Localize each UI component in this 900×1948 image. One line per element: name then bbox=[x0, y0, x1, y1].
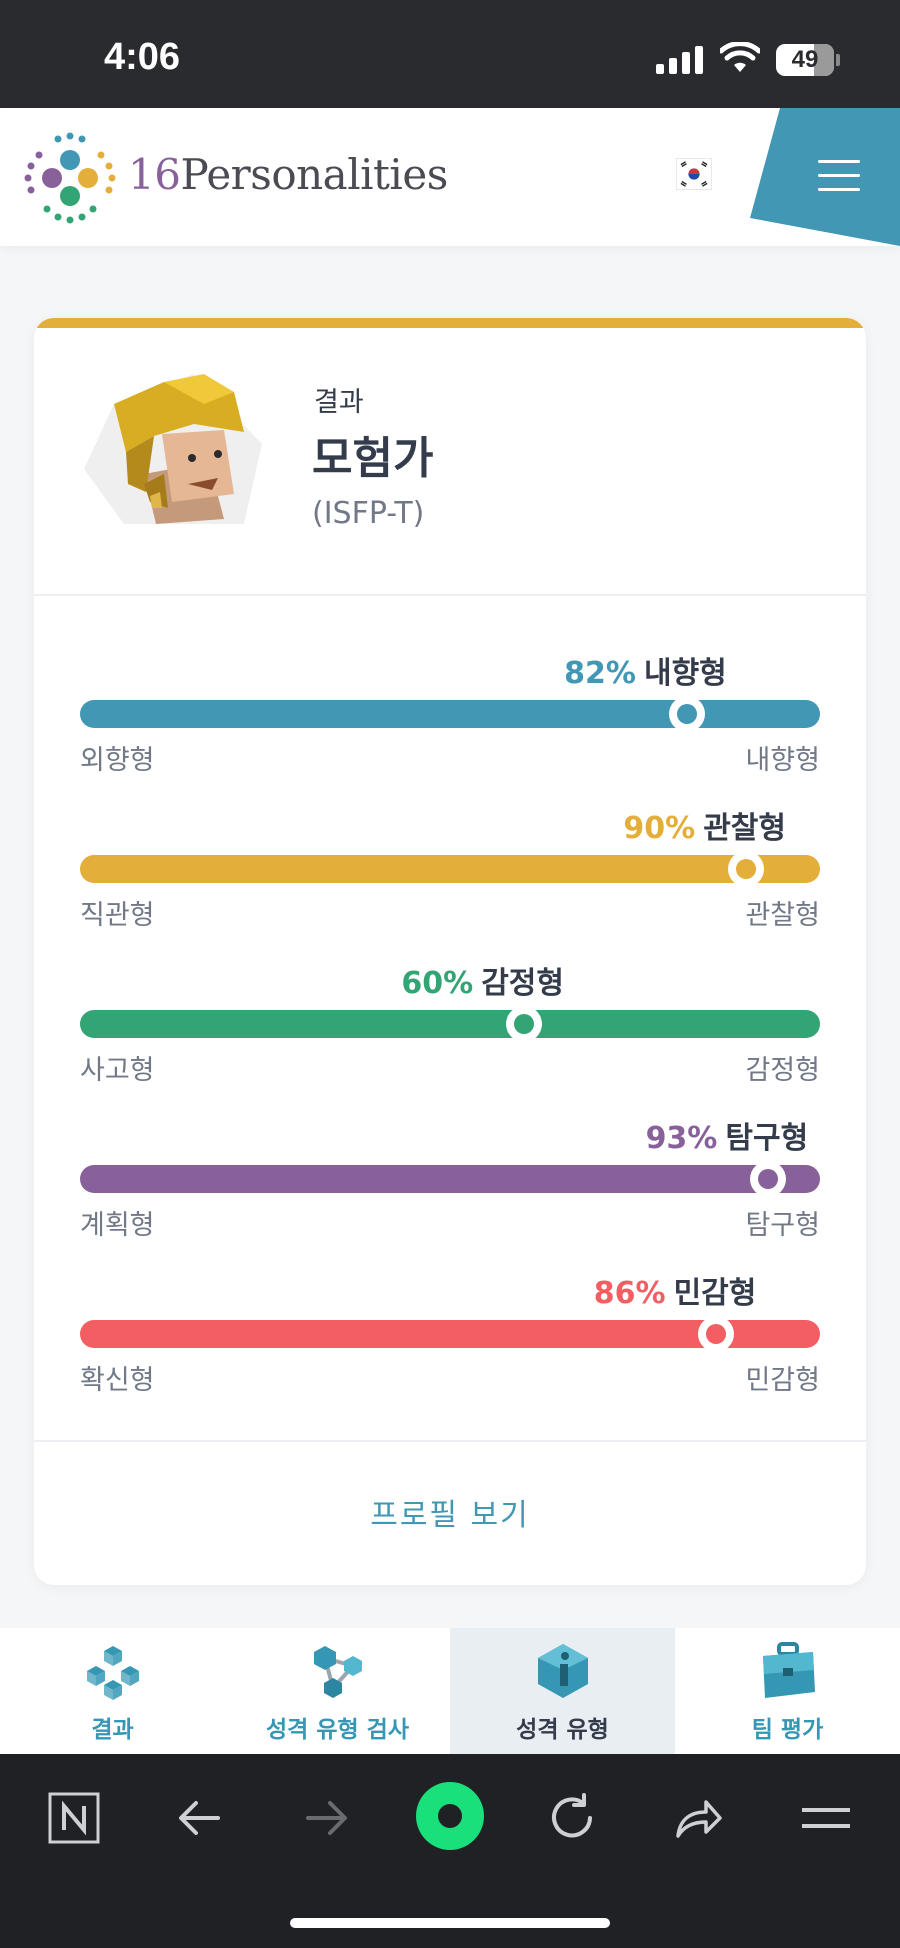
trait-left-label: 사고형 bbox=[80, 1055, 155, 1086]
trait-right-label: 감정형 bbox=[745, 1055, 820, 1086]
status-time: 4:06 bbox=[104, 36, 181, 78]
tab-label: 결과 bbox=[91, 1717, 134, 1743]
trait-score: 93% 탐구형 bbox=[645, 1113, 809, 1156]
personality-type-name: 모험가 bbox=[312, 433, 434, 484]
back-arrow-icon[interactable] bbox=[172, 1790, 228, 1846]
trait-name: 탐구형 bbox=[725, 1121, 809, 1156]
korea-flag-icon[interactable] bbox=[676, 158, 712, 190]
trait-score: 60% 감정형 bbox=[401, 958, 564, 1001]
trait-row: 93% 탐구형 계획형 탐구형 bbox=[80, 1113, 820, 1241]
trait-score: 82% 내향형 bbox=[564, 648, 727, 691]
personality-type-code: (ISFP-T) bbox=[312, 496, 425, 531]
trait-percent: 60% bbox=[401, 966, 474, 1001]
result-label: 결과 bbox=[314, 387, 364, 418]
trait-name: 내향형 bbox=[643, 656, 727, 691]
trait-bar bbox=[80, 700, 820, 728]
trait-right-label: 민감형 bbox=[745, 1365, 820, 1396]
site-header: 16Personalities bbox=[0, 108, 900, 246]
view-profile-link[interactable]: 프로필 보기 bbox=[370, 1498, 530, 1533]
battery-icon: 49 bbox=[776, 44, 834, 76]
logo-word: Personalities bbox=[180, 150, 448, 199]
molecule-icon bbox=[314, 1646, 362, 1698]
trait-percent: 82% bbox=[564, 656, 636, 691]
trait-row: 60% 감정형 사고형 감정형 bbox=[80, 958, 820, 1086]
trait-row: 82% 내향형 외향형 내향형 bbox=[80, 648, 820, 776]
trait-score: 86% 민감형 bbox=[593, 1268, 757, 1311]
battery-tip bbox=[836, 54, 840, 66]
battery-level: 49 bbox=[791, 46, 819, 73]
trait-name: 감정형 bbox=[481, 966, 564, 1001]
tab-results[interactable]: 결과 bbox=[0, 1628, 225, 1754]
trait-percent: 86% bbox=[593, 1276, 666, 1311]
trait-marker bbox=[668, 696, 705, 732]
logo-wordmark[interactable]: 16Personalities bbox=[128, 150, 448, 199]
menu-background bbox=[750, 108, 900, 246]
trait-bar bbox=[80, 855, 820, 883]
logo-number: 16 bbox=[128, 150, 181, 199]
hamburger-menu-icon[interactable] bbox=[818, 160, 860, 192]
tab-team-assessment[interactable]: 팀 평가 bbox=[675, 1628, 900, 1754]
reload-icon[interactable] bbox=[544, 1790, 600, 1846]
trait-right-label: 내향형 bbox=[745, 745, 820, 776]
trait-right-label: 관찰형 bbox=[745, 900, 820, 931]
bottom-tab-bar: 결과 성격 유형 검사 성격 유형 팀 평가 bbox=[0, 1628, 900, 1754]
trait-left-label: 계획형 bbox=[80, 1210, 155, 1241]
tab-personality-test[interactable]: 성격 유형 검사 bbox=[225, 1628, 450, 1754]
briefcase-icon bbox=[763, 1642, 815, 1698]
status-bar: 4:06 49 bbox=[0, 0, 900, 108]
result-card: 결과 모험가 (ISFP-T) 82% 내향형 외향형 내향형 90% 관찰형 직관형 관찰형… bbox=[34, 318, 866, 1585]
naver-n-icon[interactable] bbox=[46, 1790, 102, 1846]
card-accent-bar bbox=[34, 318, 866, 328]
trait-score: 90% 관찰형 bbox=[623, 803, 786, 846]
trait-left-label: 직관형 bbox=[80, 900, 155, 931]
tab-label: 팀 평가 bbox=[751, 1717, 824, 1743]
adventurer-avatar-icon bbox=[84, 374, 262, 524]
trait-marker bbox=[750, 1161, 787, 1197]
trait-name: 민감형 bbox=[673, 1276, 757, 1311]
divider bbox=[34, 1440, 866, 1442]
trait-marker bbox=[728, 851, 764, 887]
trait-right-label: 탐구형 bbox=[745, 1210, 820, 1241]
cellular-signal-icon bbox=[656, 46, 704, 74]
divider bbox=[34, 594, 866, 596]
home-indicator[interactable] bbox=[290, 1918, 610, 1928]
cubes-icon bbox=[87, 1646, 139, 1700]
browser-toolbar bbox=[0, 1754, 900, 1948]
trait-row: 90% 관찰형 직관형 관찰형 bbox=[80, 803, 820, 931]
trait-left-label: 확신형 bbox=[80, 1365, 155, 1396]
trait-name: 관찰형 bbox=[703, 811, 786, 846]
trait-bar bbox=[80, 1320, 820, 1348]
logo-icon[interactable] bbox=[22, 130, 118, 226]
trait-percent: 93% bbox=[645, 1121, 718, 1156]
trait-percent: 90% bbox=[623, 811, 696, 846]
trait-bar bbox=[80, 1010, 820, 1038]
tab-label: 성격 유형 검사 bbox=[266, 1717, 409, 1743]
menu-icon[interactable] bbox=[798, 1790, 854, 1846]
trait-row: 86% 민감형 확신형 민감형 bbox=[80, 1268, 820, 1396]
trait-bar bbox=[80, 1165, 820, 1193]
trait-marker bbox=[698, 1316, 735, 1352]
info-gem-icon bbox=[538, 1644, 588, 1698]
trait-marker bbox=[506, 1006, 542, 1042]
green-dot-icon[interactable] bbox=[414, 1780, 486, 1852]
share-icon[interactable] bbox=[670, 1790, 726, 1846]
wifi-icon bbox=[720, 42, 760, 72]
trait-left-label: 외향형 bbox=[80, 745, 155, 776]
tab-label: 성격 유형 bbox=[516, 1717, 609, 1743]
forward-arrow-icon[interactable] bbox=[298, 1790, 354, 1846]
tab-personality-types[interactable]: 성격 유형 bbox=[450, 1628, 675, 1754]
